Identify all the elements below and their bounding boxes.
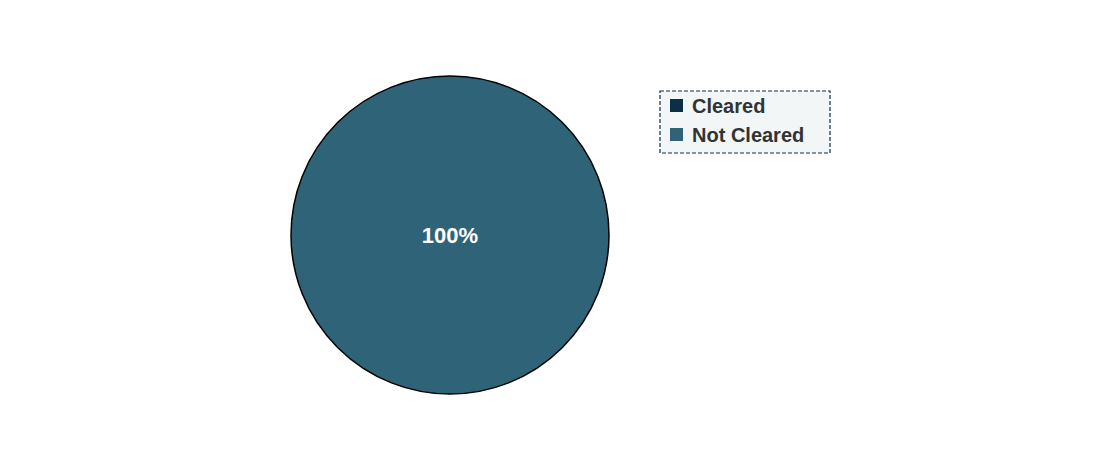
legend-swatch <box>670 99 683 112</box>
pie-slice <box>291 76 609 394</box>
pie-slices <box>291 76 609 394</box>
data-label: 100% <box>422 223 478 248</box>
legend-label: Cleared <box>692 95 765 117</box>
legend-swatch <box>670 128 683 141</box>
legend: Cleared Not Cleared <box>660 91 830 153</box>
chart: 100% Cleared Not Cleared <box>0 0 1100 450</box>
data-labels: 100% <box>422 223 478 248</box>
legend-box <box>660 91 830 153</box>
legend-label: Not Cleared <box>692 124 804 146</box>
